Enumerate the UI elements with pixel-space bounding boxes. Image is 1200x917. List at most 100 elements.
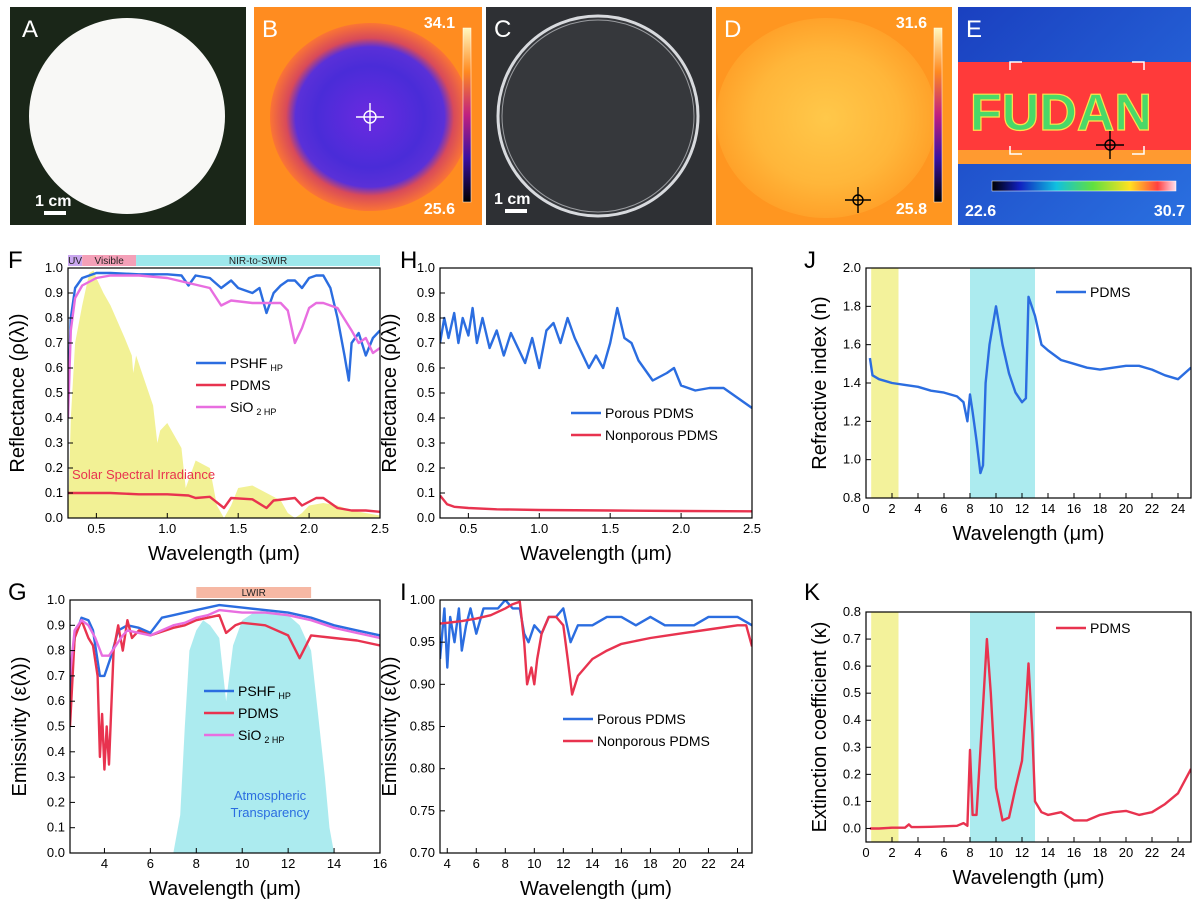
plot-area [440, 306, 752, 513]
x-tick-label: 8 [966, 845, 973, 860]
legend-label: Porous PDMS [597, 711, 686, 727]
y-tick-label: 0.75 [410, 803, 435, 818]
x-axis-label: Wavelength (μm) [520, 878, 672, 900]
y-tick-label: 0.1 [417, 485, 435, 500]
x-tick-label: 4 [914, 501, 921, 516]
plot-area [869, 612, 1191, 842]
plot-area [440, 600, 752, 696]
roi-brackets [1009, 61, 1145, 155]
x-tick-label: 2.0 [300, 521, 318, 536]
atmospheric-annotation: Transparency [231, 805, 310, 820]
x-tick-label: 6 [940, 501, 947, 516]
y-tick-label: 0.3 [45, 435, 63, 450]
y-tick-label: 0.9 [45, 285, 63, 300]
x-tick-label: 18 [1093, 845, 1107, 860]
x-tick-label: 10 [989, 845, 1003, 860]
x-tick-label: 22 [1145, 501, 1159, 516]
y-tick-label: 0.6 [417, 360, 435, 375]
x-tick-label: 24 [730, 856, 744, 871]
y-tick-label: 0.8 [843, 490, 861, 505]
y-axis-label: Emissivity (ε(λ)) [379, 657, 401, 797]
y-tick-label: 0.8 [417, 310, 435, 325]
x-tick-label: 16 [614, 856, 628, 871]
x-tick-label: 16 [1067, 501, 1081, 516]
y-tick-label: 0.8 [843, 604, 861, 619]
series-nonporous-pdms [440, 600, 752, 696]
x-tick-label: 20 [1119, 501, 1133, 516]
region-band-label: Visible [94, 256, 124, 267]
solar-annotation: Solar Spectral Irradiance [72, 467, 215, 482]
x-tick-label: 14 [585, 856, 599, 871]
y-tick-label: 0.8 [45, 310, 63, 325]
panel-label-F: F [8, 247, 23, 274]
series-nonporous-pdms [440, 494, 752, 513]
y-tick-label: 0.9 [417, 285, 435, 300]
scale-label-C: 1 cm [494, 191, 530, 208]
x-tick-label: 10 [527, 856, 541, 871]
atmospheric-annotation: Atmospheric [234, 788, 307, 803]
x-tick-label: 24 [1171, 845, 1185, 860]
x-tick-label: 10 [989, 501, 1003, 516]
x-tick-label: 0 [862, 845, 869, 860]
temp-min-B: 25.6 [424, 201, 455, 218]
temp-max-E: 30.7 [1154, 203, 1185, 220]
plot-area [70, 603, 380, 853]
panel-label-D: D [724, 16, 741, 43]
x-tick-label: 6 [473, 856, 480, 871]
temp-max-D: 31.6 [896, 15, 927, 32]
y-tick-label: 0.0 [843, 820, 861, 835]
region-band-label: NIR-to-SWIR [229, 256, 287, 267]
heated-sheet [958, 62, 1191, 160]
x-tick-label: 6 [147, 856, 154, 871]
shaded-band-2 [970, 268, 1035, 498]
y-tick-label: 0.5 [45, 385, 63, 400]
y-tick-label: 1.0 [417, 260, 435, 275]
series-porous-pdms [440, 600, 752, 669]
chart-J: 0 2 4 6 8 10 12 14 16 18 20 22 240.81.01.21.41.61.82… [804, 247, 1192, 545]
y-tick-label: 0.2 [45, 460, 63, 475]
y-tick-label: 0.7 [417, 335, 435, 350]
panel-label-J: J [804, 247, 816, 274]
axes-frame [439, 599, 753, 854]
y-tick-label: 2.0 [843, 260, 861, 275]
y-tick-label: 0.3 [843, 739, 861, 754]
colorbar-D [933, 27, 943, 203]
x-tick-label: 20 [672, 856, 686, 871]
axes-frame [865, 611, 1192, 843]
x-tick-label: 16 [373, 856, 387, 871]
y-tick-label: 0.1 [45, 485, 63, 500]
shaded-band-1 [871, 612, 899, 842]
y-tick-label: 0.95 [410, 634, 435, 649]
y-tick-label: 0.1 [47, 820, 65, 835]
panel-label-A: A [22, 16, 38, 43]
legend-label: PSHF HP [230, 355, 283, 373]
x-tick-label: 12 [556, 856, 570, 871]
x-tick-label: 1.5 [601, 521, 619, 536]
y-tick-label: 1.00 [410, 592, 435, 607]
y-tick-label: 0.6 [47, 693, 65, 708]
x-tick-label: 14 [1041, 845, 1055, 860]
y-tick-label: 0.5 [417, 385, 435, 400]
x-axis-label: Wavelength (μm) [953, 867, 1105, 889]
x-tick-label: 22 [701, 856, 715, 871]
x-tick-label: 1.0 [530, 521, 548, 536]
y-tick-label: 0.7 [47, 668, 65, 683]
series-pdms [868, 295, 1191, 475]
x-tick-label: 12 [1015, 501, 1029, 516]
x-tick-label: 4 [444, 856, 451, 871]
chart-K: 0 2 4 6 8 10 12 14 16 18 20 22 240.00.10.20.30.40.50… [804, 579, 1192, 889]
x-tick-label: 18 [1093, 501, 1107, 516]
x-axis-label: Wavelength (μm) [149, 878, 301, 900]
panel-label-I: I [400, 579, 407, 606]
panel-label-B: B [262, 16, 278, 43]
x-tick-label: 8 [193, 856, 200, 871]
y-axis-label: Reflectance (ρ(λ)) [379, 313, 401, 472]
legend-label: PDMS [238, 705, 278, 721]
x-tick-label: 10 [235, 856, 249, 871]
x-tick-label: 12 [281, 856, 295, 871]
y-tick-label: 0.80 [410, 761, 435, 776]
legend-label: PDMS [1090, 620, 1130, 636]
region-band-label: LWIR [242, 588, 266, 599]
y-axis-label: Emissivity (ε(λ)) [9, 657, 31, 797]
x-tick-label: 0.5 [87, 521, 105, 536]
